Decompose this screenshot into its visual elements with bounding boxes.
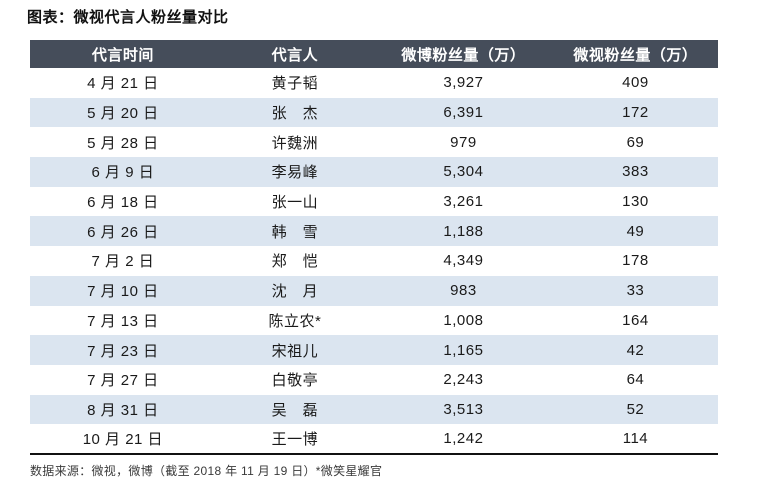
- spokesperson-name: 宋祖儿: [215, 335, 374, 365]
- weibo-fans-value: 983: [373, 275, 553, 306]
- weibo-fans-value: 1,188: [373, 216, 553, 247]
- endorse-date: 8 月 31 日: [30, 394, 216, 425]
- column-header-weibo-fans: 微博粉丝量（万）: [373, 40, 553, 68]
- fans-comparison-table: 代言时间 代言人 微博粉丝量（万） 微视粉丝量（万） 4 月 21 日 黄子韬 …: [30, 40, 718, 455]
- endorse-date: 6 月 18 日: [87, 194, 159, 212]
- endorse-date: 4 月 21 日: [87, 75, 159, 93]
- spokesperson-name: 韩 雪: [215, 216, 374, 247]
- weibo-fans-value: 1,008: [443, 311, 484, 329]
- weibo-fans-value: 2,243: [443, 371, 484, 389]
- weishi-fans-value: 114: [622, 430, 649, 448]
- weibo-fans-value: 979: [450, 133, 477, 151]
- weishi-fans-value: 383: [552, 157, 718, 187]
- page-title: 图表：微视代言人粉丝量对比: [27, 9, 229, 26]
- endorse-date: 6 月 26 日: [30, 216, 216, 247]
- weibo-fans-value: 1,242: [443, 430, 484, 448]
- endorse-date: 5 月 28 日: [87, 134, 159, 152]
- weishi-fans-value: 33: [552, 275, 718, 306]
- weishi-fans-value: 178: [622, 252, 649, 270]
- endorse-date: 7 月 27 日: [87, 372, 159, 390]
- table-row: 6 月 9 日 李易峰 5,304 383: [30, 157, 718, 187]
- data-source-note: 数据来源：微视，微博（截至 2018 年 11 月 19 日）*微笑星耀官: [30, 464, 383, 478]
- spokesperson-name: 黄子韬: [271, 75, 319, 93]
- weishi-fans-value: 69: [626, 133, 645, 151]
- column-header-endorse-date: 代言时间: [30, 40, 216, 68]
- endorse-date: 7 月 13 日: [87, 312, 159, 330]
- table-row: 5 月 20 日 张 杰 6,391 172: [30, 97, 718, 128]
- weibo-fans-value: 5,304: [373, 157, 553, 187]
- column-header-spokesperson: 代言人: [215, 40, 374, 68]
- endorse-date: 7 月 2 日: [91, 253, 155, 271]
- column-header-weishi-fans: 微视粉丝量（万）: [552, 40, 718, 68]
- weishi-fans-value: 49: [552, 216, 718, 247]
- spokesperson-name: 吴 磊: [215, 394, 374, 425]
- endorse-date: 7 月 10 日: [30, 275, 216, 306]
- table-row: 7 月 10 日 沈 月 983 33: [30, 275, 718, 306]
- weibo-fans-value: 3,927: [443, 74, 484, 92]
- table-row: 7 月 23 日 宋祖儿 1,165 42: [30, 335, 718, 365]
- table-row: 10 月 21 日 王一博 1,242 114: [30, 424, 718, 454]
- spokesperson-name: 张一山: [271, 194, 319, 212]
- weibo-fans-value: 3,261: [443, 193, 484, 211]
- weishi-fans-value: 42: [552, 335, 718, 365]
- table-row: 4 月 21 日 黄子韬 3,927 409: [30, 68, 718, 98]
- weishi-fans-value: 409: [622, 74, 649, 92]
- spokesperson-name: 李易峰: [215, 157, 374, 187]
- weibo-fans-value: 3,513: [373, 394, 553, 425]
- endorse-date: 6 月 9 日: [30, 157, 216, 187]
- spokesperson-name: 陈立农*: [268, 312, 322, 330]
- endorse-date: 5 月 20 日: [30, 97, 216, 128]
- table-row: 7 月 13 日 陈立农* 1,008 164: [30, 306, 718, 336]
- table-row: 8 月 31 日 吴 磊 3,513 52: [30, 394, 718, 425]
- spokesperson-name: 许魏洲: [271, 134, 319, 152]
- weibo-fans-value: 4,349: [443, 252, 484, 270]
- weishi-fans-value: 64: [626, 371, 645, 389]
- spokesperson-name: 郑 恺: [271, 253, 319, 271]
- weishi-fans-value: 164: [622, 311, 649, 329]
- weishi-fans-value: 172: [552, 97, 718, 128]
- weibo-fans-value: 6,391: [373, 97, 553, 128]
- table-header-row: 代言时间 代言人 微博粉丝量（万） 微视粉丝量（万）: [30, 40, 718, 68]
- endorse-date: 10 月 21 日: [82, 431, 164, 449]
- spokesperson-name: 沈 月: [215, 275, 374, 306]
- spokesperson-name: 白敬亭: [271, 372, 319, 390]
- table-row: 7 月 2 日 郑 恺 4,349 178: [30, 246, 718, 276]
- table-row: 7 月 27 日 白敬亭 2,243 64: [30, 365, 718, 395]
- weibo-fans-value: 1,165: [373, 335, 553, 365]
- weishi-fans-value: 52: [552, 394, 718, 425]
- endorse-date: 7 月 23 日: [30, 335, 216, 365]
- table-row: 6 月 18 日 张一山 3,261 130: [30, 187, 718, 217]
- spokesperson-name: 王一博: [271, 431, 319, 449]
- table-row: 5 月 28 日 许魏洲 979 69: [30, 127, 718, 157]
- table-row: 6 月 26 日 韩 雪 1,188 49: [30, 216, 718, 247]
- weishi-fans-value: 130: [622, 193, 649, 211]
- spokesperson-name: 张 杰: [215, 97, 374, 128]
